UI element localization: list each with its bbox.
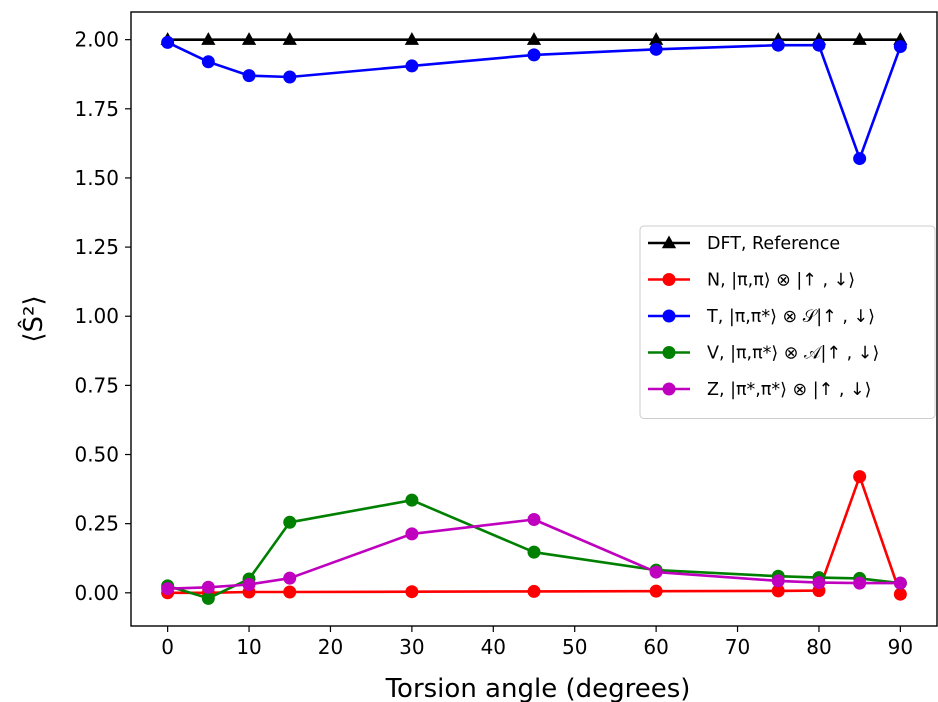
y-tick-label: 0.50 (74, 443, 119, 467)
data-point (201, 55, 215, 69)
y-tick-label: 2.00 (74, 28, 119, 52)
data-point (852, 32, 867, 45)
legend-item: Z, |π*,π*⟩ ⊗ |↑ , ↓⟩ (648, 380, 872, 400)
data-point (527, 545, 541, 559)
data-point (771, 574, 785, 588)
x-tick-label: 60 (643, 635, 668, 659)
x-tick-label: 80 (806, 635, 831, 659)
y-tick-label: 1.00 (74, 304, 119, 328)
data-point (649, 584, 663, 598)
data-point (893, 576, 907, 590)
data-point (283, 585, 297, 599)
x-tick-label: 50 (562, 635, 587, 659)
legend-item: T, |π,π*⟩ ⊗ 𝒮|↑ , ↓⟩ (648, 307, 875, 327)
legend-swatch-marker (662, 309, 676, 323)
legend-swatch-marker (662, 382, 676, 396)
data-point (893, 40, 907, 54)
legend-swatch-marker (661, 235, 677, 249)
data-point (242, 578, 256, 592)
data-point (161, 582, 175, 596)
x-tick-label: 90 (888, 635, 913, 659)
y-tick-label: 1.25 (74, 235, 119, 259)
data-point (283, 571, 297, 585)
data-series (160, 32, 908, 605)
data-point (527, 584, 541, 598)
data-point (771, 38, 785, 52)
data-point (812, 38, 826, 52)
legend-box (639, 225, 936, 419)
y-tick-label: 0.00 (74, 581, 119, 605)
y-axis-label: ⟨Ŝ²⟩ (17, 295, 49, 342)
legend-swatch-marker (662, 273, 676, 286)
x-tick-label: 30 (399, 635, 424, 659)
data-point (201, 32, 216, 45)
plot-frame (130, 11, 938, 627)
x-tick-label: 10 (236, 635, 261, 659)
series-2 (161, 35, 907, 166)
data-point (282, 32, 297, 45)
series-4 (161, 513, 907, 596)
data-point (527, 513, 541, 527)
x-tick-label: 40 (481, 635, 506, 659)
data-point (201, 591, 215, 605)
data-point (405, 527, 419, 541)
data-point (201, 580, 215, 594)
data-point (405, 59, 419, 73)
legend-label: T, |π,π*⟩ ⊗ 𝒮|↑ , ↓⟩ (706, 307, 875, 327)
data-point (283, 70, 297, 84)
data-point (241, 32, 257, 45)
legend: DFT, Reference N, |π,π⟩ ⊗ |↑ , ↓⟩ T, |π,π*… (639, 225, 936, 419)
legend-label: DFT, Reference (707, 234, 840, 254)
data-point (527, 48, 541, 62)
y-tick-label: 1.75 (74, 97, 119, 121)
data-point (893, 587, 907, 601)
data-point (283, 515, 297, 529)
data-point (526, 32, 542, 45)
data-point (812, 576, 826, 590)
data-point (853, 470, 867, 484)
legend-swatch-marker (662, 346, 676, 359)
data-point (242, 69, 256, 83)
data-point (405, 493, 419, 507)
data-point (771, 584, 785, 598)
legend-label: Z, |π*,π*⟩ ⊗ |↑ , ↓⟩ (707, 380, 872, 400)
legend-item: DFT, Reference (648, 234, 840, 254)
axis-ticks: 0 10 20 30 40 50 60 70 80 90 0.00 0.25 0.50 0.75 1.00 1… (74, 28, 913, 659)
legend-item: N, |π,π⟩ ⊗ |↑ , ↓⟩ (648, 271, 855, 291)
data-point (649, 42, 663, 56)
x-tick-label: 0 (161, 635, 174, 659)
data-point (404, 32, 420, 45)
y-tick-label: 0.25 (74, 512, 119, 536)
data-point (649, 565, 663, 579)
legend-label: V, |π,π*⟩ ⊗ 𝒜|↑ , ↓⟩ (707, 344, 879, 364)
x-tick-label: 20 (318, 635, 343, 659)
data-point (853, 576, 867, 590)
data-point (853, 152, 867, 166)
data-point (648, 32, 664, 45)
x-tick-label: 70 (725, 635, 750, 659)
y-tick-label: 1.50 (74, 166, 119, 190)
x-axis-label: Torsion angle (degrees) (385, 674, 691, 702)
data-point (405, 585, 419, 599)
data-point (161, 35, 175, 49)
legend-label: N, |π,π⟩ ⊗ |↑ , ↓⟩ (707, 271, 855, 291)
y-tick-label: 0.75 (74, 373, 119, 397)
legend-item: V, |π,π*⟩ ⊗ 𝒜|↑ , ↓⟩ (648, 344, 879, 364)
